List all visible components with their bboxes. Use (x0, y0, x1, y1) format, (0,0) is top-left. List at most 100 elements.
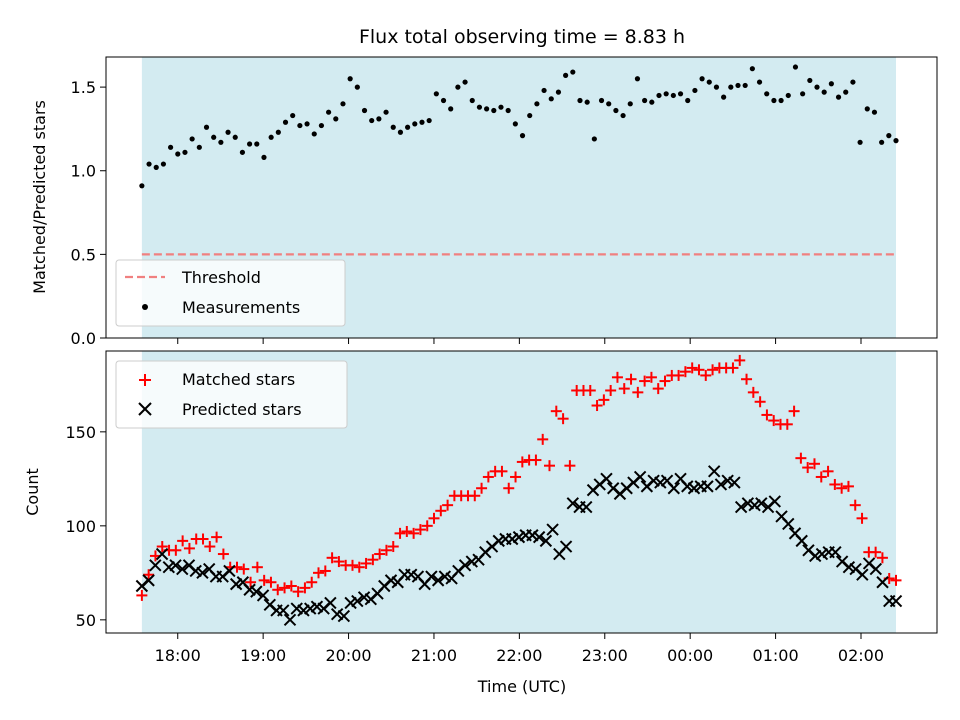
x-axis-label: Time (UTC) (477, 677, 566, 696)
matched-star-point (360, 557, 372, 569)
measurement-point (613, 107, 619, 114)
measurement-point (419, 119, 425, 125)
measurement-point (196, 144, 202, 150)
measurement-point (677, 91, 684, 97)
measurement-point (692, 87, 698, 94)
measurement-point (304, 121, 310, 127)
predicted-star-point (889, 594, 903, 608)
matched-star-point (272, 584, 284, 596)
measurement-point (153, 164, 159, 170)
matched-star-point (836, 482, 848, 494)
predicted-star-point (431, 574, 445, 587)
ratio-panel: 0.0 0.5 1.0 1.5 Matched/Predicted stars Thr… (30, 56, 938, 348)
y-tick-label: 1.0 (71, 162, 96, 181)
matched-star-point (890, 574, 902, 586)
matched-star-point (645, 371, 657, 383)
predicted-star-point (256, 589, 270, 602)
matched-star-point (808, 458, 820, 470)
measurement-point (555, 89, 562, 95)
matched-star-point (503, 482, 515, 494)
matched-star-point (496, 465, 508, 477)
matched-star-point (788, 405, 800, 417)
matched-star-point (734, 354, 746, 366)
matched-star-point (387, 541, 399, 553)
measurement-point (663, 91, 669, 97)
measurement-point (742, 82, 748, 89)
matched-star-point (156, 541, 168, 553)
matched-star-point (693, 364, 705, 376)
measurement-point (800, 91, 806, 97)
predicted-star-point (701, 480, 714, 493)
matched-star-point (299, 582, 311, 594)
matched-star-point (686, 362, 698, 374)
measurement-point (642, 97, 648, 104)
predicted-star-point (580, 500, 593, 514)
matched-star-point (374, 548, 386, 560)
matched-star-point (557, 413, 569, 425)
measurement-point (347, 76, 353, 82)
measurement-point (448, 106, 454, 112)
matched-star-point (292, 586, 304, 598)
matched-star-point (781, 418, 793, 430)
matched-star-point (510, 471, 522, 483)
measurement-point (390, 124, 396, 130)
measurement-point (864, 106, 870, 112)
measurement-point (606, 101, 612, 107)
matched-star-point (238, 563, 250, 575)
measurement-point (290, 112, 296, 119)
measurement-point (893, 138, 899, 144)
matched-star-point (516, 456, 528, 468)
y-tick-label: 0.5 (71, 245, 96, 264)
measurement-point (462, 79, 468, 85)
measurement-point (282, 119, 289, 125)
matched-star-point (673, 369, 685, 381)
measurement-point (354, 84, 360, 90)
matched-stars-points (136, 354, 902, 601)
matched-star-point (279, 582, 291, 594)
matched-star-point (258, 574, 270, 586)
matched-star-point (353, 561, 365, 573)
measurement-point (627, 101, 633, 107)
predicted-star-point (223, 564, 236, 578)
measurement-point (484, 106, 490, 112)
measurement-point (275, 129, 281, 135)
measurement-point (167, 144, 174, 150)
matched-star-point (333, 556, 345, 568)
matched-star-point (679, 366, 691, 378)
predicted-star-point (539, 534, 553, 548)
matched-star-point (313, 567, 325, 579)
measurement-point (512, 121, 518, 127)
matched-star-point (217, 548, 229, 560)
matched-star-point (442, 499, 454, 511)
measurement-point (247, 141, 253, 147)
measurement-point (577, 97, 583, 104)
measurement-point (369, 117, 375, 124)
matched-star-point (435, 505, 447, 517)
predicted-star-point (734, 500, 748, 514)
matched-star-point (639, 375, 651, 387)
matched-star-point (367, 554, 379, 566)
matched-star-point (605, 384, 617, 396)
matched-star-point (815, 471, 827, 483)
matched-star-point (197, 533, 209, 545)
threshold-legend-label: Threshold (181, 268, 261, 287)
matched-star-point (265, 576, 277, 588)
y-tick-label: 150 (65, 423, 96, 442)
matched-star-point (482, 471, 494, 483)
matched-star-point (476, 482, 488, 494)
measurement-point (218, 139, 224, 145)
predicted-star-point (795, 534, 808, 548)
count-panel: 50 100 150 18:00 19:00 20:00 21:00 22:00 23:00 0… (23, 350, 938, 696)
matched-star-point (285, 580, 297, 592)
matched-star-point (544, 460, 556, 472)
matched-star-point (700, 369, 712, 381)
predicted-star-point (155, 547, 169, 561)
x-tick-label: 01:00 (753, 646, 799, 665)
matched-stars-legend-swatch (139, 374, 151, 386)
y-tick-label: 100 (65, 517, 96, 536)
predicted-star-point (250, 585, 263, 598)
x-tick-label: 20:00 (325, 646, 371, 665)
measurement-point (685, 97, 691, 104)
predicted-star-point (829, 545, 842, 559)
ratio-y-axis-label: Matched/Predicted stars (30, 100, 49, 294)
